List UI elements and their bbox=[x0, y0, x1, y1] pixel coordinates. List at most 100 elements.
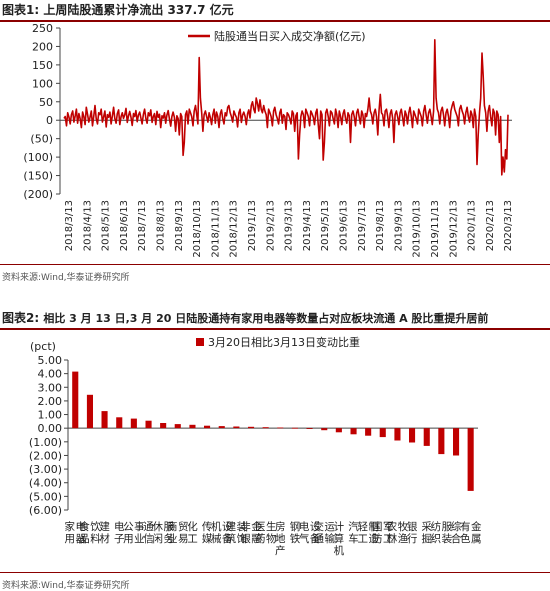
category-label: 化工 bbox=[187, 520, 198, 545]
bar bbox=[262, 427, 269, 429]
category-label: 房地产 bbox=[275, 520, 286, 557]
x-tick-label: 2019/3/13 bbox=[284, 200, 295, 251]
x-tick-label: 2018/9/13 bbox=[174, 200, 185, 251]
figure1-bottom-rule bbox=[0, 264, 550, 265]
y-tick-label: 5.00 bbox=[38, 354, 63, 367]
bar bbox=[306, 428, 313, 429]
category-label: 电子 bbox=[114, 520, 125, 545]
legend-label: 陆股通当日买入成交净额(亿元) bbox=[214, 29, 366, 43]
category-label: 汽车 bbox=[348, 520, 359, 545]
bar bbox=[321, 428, 328, 431]
bar bbox=[233, 426, 240, 429]
sector-change-bar-chart: (pct)5.004.003.002.001.000.00(1.00)(2.00… bbox=[29, 335, 482, 557]
category-label: 商业贸易 bbox=[167, 520, 189, 545]
x-tick-label: 2019/4/13 bbox=[302, 200, 313, 251]
x-tick-label: 2019/12/13 bbox=[448, 200, 459, 258]
category-label: 休闲服务 bbox=[152, 521, 174, 545]
y-tick-label: (4.00) bbox=[29, 477, 62, 490]
y-tick-label: 2.00 bbox=[38, 395, 63, 408]
x-tick-label: 2020/1/13 bbox=[467, 200, 478, 251]
x-tick-label: 2019/7/13 bbox=[357, 200, 368, 251]
y-tick-label: 0 bbox=[46, 114, 53, 127]
category-label: 建材 bbox=[99, 520, 110, 545]
x-tick-label: 2018/6/13 bbox=[119, 200, 130, 251]
category-label: 采掘 bbox=[422, 521, 433, 545]
category-label: 电气设备 bbox=[299, 520, 321, 545]
category-label: 家用电器 bbox=[65, 520, 87, 545]
bar bbox=[72, 371, 79, 429]
x-tick-label: 2018/11/13 bbox=[210, 200, 221, 258]
y-tick-label: 0.00 bbox=[38, 422, 63, 435]
y-tick-label: (2.00) bbox=[29, 449, 62, 462]
x-tick-label: 2019/2/13 bbox=[265, 200, 276, 251]
y-tick-label: 200 bbox=[32, 40, 53, 53]
bar bbox=[218, 426, 225, 429]
figure2-title-text: 相比 3 月 13 日,3 月 20 日陆股通持有家用电器等数量占对应板块流通 … bbox=[43, 312, 489, 325]
y-tick-label: 4.00 bbox=[38, 368, 63, 381]
figure1-title: 图表1: 上周陆股通累计净流出 337.7 亿元 bbox=[0, 0, 550, 22]
x-tick-label: 2020/2/13 bbox=[485, 200, 496, 251]
bar bbox=[379, 428, 386, 438]
bar bbox=[277, 427, 284, 429]
x-tick-label: 2019/9/13 bbox=[393, 200, 404, 251]
bar bbox=[189, 424, 196, 429]
category-label: 银行 bbox=[407, 520, 418, 545]
bar bbox=[130, 418, 137, 429]
figure2-title: 图表2: 相比 3 月 13 日,3 月 20 日陆股通持有家用电器等数量占对应… bbox=[0, 308, 550, 330]
bar bbox=[438, 428, 445, 455]
category-label: 轻工制造 bbox=[357, 520, 379, 545]
bar bbox=[160, 423, 167, 429]
category-label: 医药生物 bbox=[255, 520, 277, 545]
bar bbox=[116, 417, 123, 429]
category-label: 农林牧渔 bbox=[387, 520, 409, 545]
x-tick-label: 2018/4/13 bbox=[82, 200, 93, 251]
bar bbox=[174, 424, 181, 429]
y-axis-unit-label: (pct) bbox=[30, 340, 56, 353]
x-tick-label: 2019/11/13 bbox=[430, 200, 441, 258]
x-tick-label: 2020/3/13 bbox=[503, 200, 514, 251]
bar bbox=[365, 428, 372, 436]
bar bbox=[101, 411, 108, 429]
y-tick-label: 150 bbox=[32, 59, 53, 72]
y-tick-label: (100) bbox=[23, 151, 53, 164]
bar bbox=[409, 428, 416, 443]
y-tick-label: 1.00 bbox=[38, 409, 63, 422]
category-label: 国防军工 bbox=[372, 521, 394, 545]
y-tick-label: (150) bbox=[23, 170, 53, 183]
category-label: 机械设备 bbox=[211, 520, 233, 545]
x-tick-label: 2019/6/13 bbox=[338, 200, 349, 251]
category-label: 公用事业 bbox=[123, 520, 145, 545]
category-label: 非银金融 bbox=[240, 520, 262, 545]
category-label: 通信 bbox=[143, 521, 154, 545]
x-tick-label: 2019/1/13 bbox=[247, 200, 258, 251]
bar bbox=[453, 428, 460, 456]
category-label: 有色金属 bbox=[460, 520, 482, 545]
bar bbox=[335, 428, 342, 433]
bar bbox=[467, 428, 474, 491]
figure1-label: 图表1: bbox=[2, 3, 40, 17]
y-tick-label: 250 bbox=[32, 22, 53, 35]
figure1-source: 资料来源:Wind,华泰证券研究所 bbox=[2, 273, 130, 283]
y-tick-label: (6.00) bbox=[29, 504, 62, 517]
figure2-source: 资料来源:Wind,华泰证券研究所 bbox=[2, 581, 130, 591]
figure2-label: 图表2: bbox=[2, 311, 40, 325]
category-label: 综合 bbox=[451, 520, 462, 545]
x-tick-label: 2019/5/13 bbox=[320, 200, 331, 251]
y-tick-label: 3.00 bbox=[38, 381, 63, 394]
legend-label: 3月20日相比3月13日变动比重 bbox=[208, 335, 360, 349]
category-label: 钢铁 bbox=[290, 520, 301, 545]
net-flow-line-chart: 250 200 150 100 50 0 (50) (100) (150) (200) 2018/3… bbox=[23, 22, 514, 258]
category-label: 纺织服装 bbox=[431, 520, 453, 545]
bar bbox=[423, 428, 430, 446]
category-label: 计算机 bbox=[334, 520, 345, 557]
x-tick-label: 2018/7/13 bbox=[137, 200, 148, 251]
bar bbox=[204, 425, 211, 429]
y-tick-label: (1.00) bbox=[29, 436, 62, 449]
x-tick-label: 2018/8/13 bbox=[155, 200, 166, 251]
bar bbox=[350, 428, 357, 435]
x-tick-label: 2018/3/13 bbox=[64, 200, 75, 251]
y-tick-label: 50 bbox=[39, 96, 53, 109]
y-tick-label: (5.00) bbox=[29, 490, 62, 503]
bar bbox=[248, 426, 255, 429]
net-flow-series-line bbox=[63, 39, 509, 176]
